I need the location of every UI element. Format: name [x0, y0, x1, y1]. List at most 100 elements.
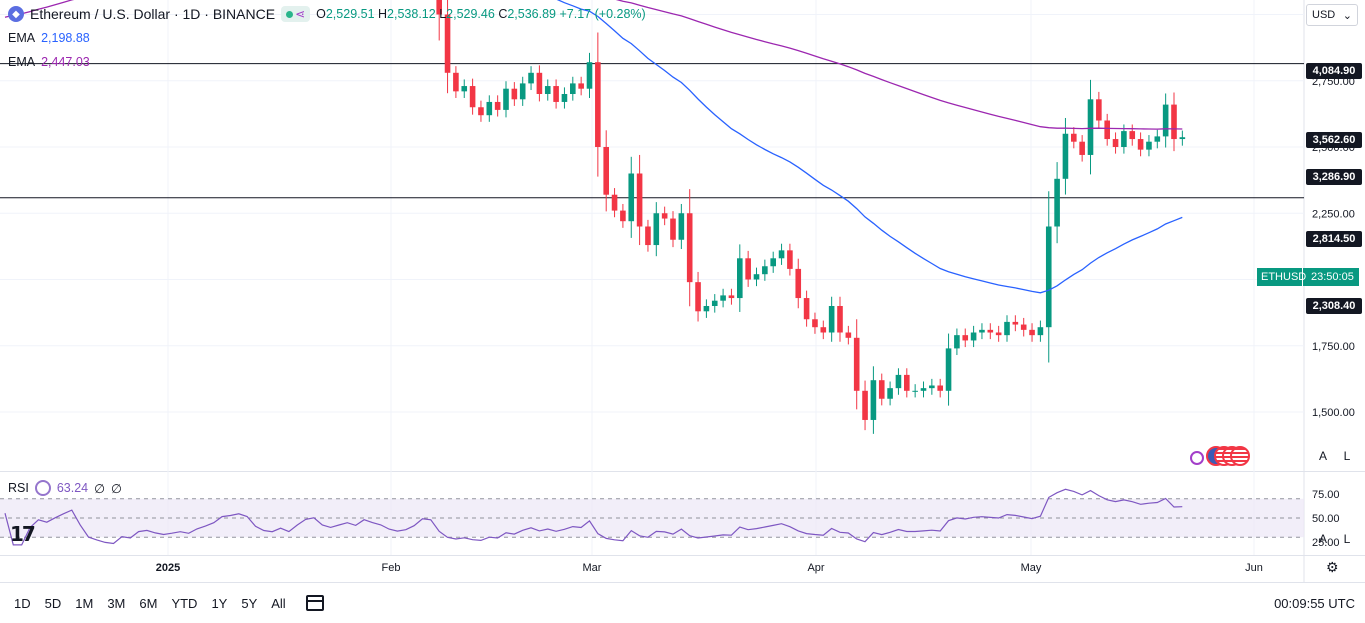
- candle-body: [845, 332, 852, 338]
- level-tag-4: 2,814.50: [1306, 231, 1362, 247]
- rsi-log-scale-button[interactable]: L: [1343, 532, 1351, 546]
- ethereum-icon: ◆: [8, 6, 24, 22]
- range-button-1d[interactable]: 1D: [14, 595, 31, 611]
- candle-body: [536, 72, 543, 94]
- candle-body: [904, 374, 910, 391]
- candle-body: [645, 226, 651, 246]
- currency-select[interactable]: USD ⌄: [1306, 4, 1358, 26]
- range-button-3m[interactable]: 3M: [107, 595, 126, 611]
- range-button-5y[interactable]: 5Y: [241, 595, 258, 611]
- time-tick-label: 2025: [156, 562, 180, 574]
- level-tag-3: 3,286.90: [1306, 169, 1362, 185]
- candle-body: [1179, 137, 1186, 140]
- candle-body: [862, 390, 868, 420]
- candle-body: [828, 306, 835, 333]
- candle-body: [686, 213, 693, 283]
- economic-events-marker[interactable]: [1190, 446, 1252, 468]
- candle-body: [778, 250, 785, 259]
- candle-body: [628, 173, 635, 222]
- price-auto-scale-button[interactable]: A: [1318, 449, 1327, 463]
- candle-body: [745, 258, 751, 280]
- candle-body: [962, 335, 969, 341]
- candle-body: [1062, 133, 1069, 179]
- last-price-symbol: ETHUSD: [1257, 268, 1306, 286]
- tradingview-logo[interactable]: 17: [10, 522, 36, 546]
- candle-body: [1029, 329, 1035, 336]
- candle-body: [787, 250, 793, 269]
- level-tag-2: 3,562.60: [1306, 132, 1362, 148]
- candle-body: [436, 0, 442, 15]
- range-button-1m[interactable]: 1M: [75, 595, 94, 611]
- candle-body: [670, 218, 676, 240]
- candle-body: [1146, 141, 1152, 150]
- candle-body: [695, 282, 701, 312]
- candle-body: [837, 306, 843, 333]
- calendar-icon[interactable]: [305, 595, 324, 611]
- bottom-toolbar: 1D 5D 1M 3M 6M YTD 1Y 5Y All 00:09:55 UT…: [0, 582, 1365, 623]
- candle-body: [1079, 141, 1085, 155]
- candle-body: [870, 380, 877, 420]
- candle-body: [720, 295, 726, 301]
- candle-body: [528, 72, 534, 84]
- ema-fast-legend[interactable]: EMA 2,198.88: [8, 31, 90, 45]
- level-tag-1: 4,084.90: [1306, 63, 1362, 79]
- candle-body: [503, 88, 509, 110]
- symbol-title: Ethereum / U.S. Dollar · 1D · BINANCE: [30, 6, 276, 22]
- utc-clock[interactable]: 00:09:55 UTC: [1274, 595, 1355, 611]
- candle-body: [970, 332, 977, 341]
- candle-body: [853, 337, 860, 391]
- candle-body: [494, 101, 501, 110]
- candle-body: [795, 268, 802, 299]
- market-open-icon: [286, 10, 294, 18]
- range-button-1y[interactable]: 1Y: [211, 595, 228, 611]
- ema-fast-line: [556, 0, 1183, 294]
- candle-body: [937, 385, 943, 391]
- candle-body: [519, 83, 526, 100]
- candle-body: [995, 332, 1002, 336]
- ema-fast-label: EMA: [8, 31, 36, 45]
- ema-fast-value: 2,198.88: [41, 31, 90, 45]
- range-button-6m[interactable]: 6M: [139, 595, 158, 611]
- price-log-scale-button[interactable]: L: [1343, 449, 1351, 463]
- candle-body: [1087, 99, 1094, 155]
- candle-body: [611, 194, 618, 211]
- candle-body: [444, 14, 451, 73]
- candle-body: [553, 86, 559, 102]
- candle-body: [661, 213, 668, 219]
- candle-body: [711, 300, 718, 306]
- ema-slow-legend[interactable]: EMA 2,447.03: [8, 55, 90, 69]
- range-button-ytd[interactable]: YTD: [171, 595, 198, 611]
- candle-body: [954, 335, 960, 349]
- range-button-all[interactable]: All: [271, 595, 286, 611]
- market-status-pill[interactable]: ⋖: [281, 6, 311, 22]
- close-value: 2,536.89: [507, 7, 557, 21]
- candle-body: [453, 72, 459, 92]
- chart-background: [0, 0, 1365, 582]
- candle-body: [703, 306, 710, 312]
- candle-body: [912, 390, 918, 392]
- candle-body: [678, 213, 685, 240]
- candle-body: [1112, 139, 1119, 147]
- symbol-legend[interactable]: ◆ Ethereum / U.S. Dollar · 1D · BINANCE …: [8, 6, 646, 22]
- candle-body: [945, 348, 952, 391]
- rsi-auto-scale-button[interactable]: A: [1318, 532, 1327, 546]
- ema-slow-line: [4, 0, 1183, 130]
- candle-body: [1037, 327, 1044, 336]
- rsi-legend[interactable]: RSI 63.24 ∅ ∅: [8, 480, 122, 496]
- candle-body: [1004, 321, 1010, 336]
- candle-body: [1104, 120, 1110, 140]
- candle-body: [979, 329, 985, 333]
- candle-body: [1012, 321, 1019, 325]
- bar-countdown: 23:50:05: [1311, 271, 1354, 283]
- candle-body: [895, 374, 902, 389]
- ohlc-values: O2,529.51 H2,538.12 L2,529.46 C2,536.89 …: [316, 7, 646, 21]
- candle-body: [803, 298, 810, 320]
- candle-body: [486, 101, 493, 116]
- candle-body: [1071, 133, 1077, 142]
- candle-body: [878, 380, 885, 399]
- candle-body: [1162, 104, 1169, 137]
- candle-body: [653, 213, 660, 246]
- settings-gear-icon[interactable]: ⚙: [1326, 559, 1339, 575]
- range-button-5d[interactable]: 5D: [44, 595, 62, 611]
